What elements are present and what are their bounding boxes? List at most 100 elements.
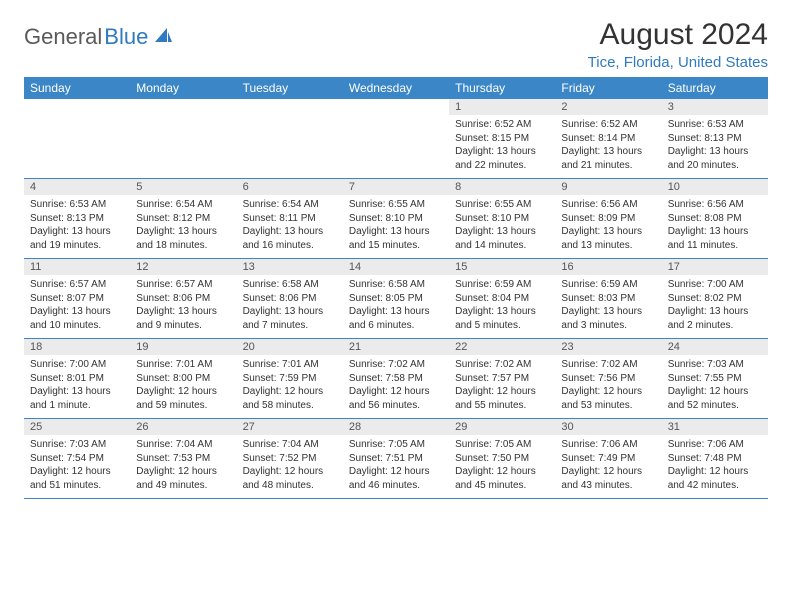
- calendar-day-cell: 25Sunrise: 7:03 AMSunset: 7:54 PMDayligh…: [24, 419, 130, 499]
- day-content: Sunrise: 6:52 AMSunset: 8:15 PMDaylight:…: [449, 115, 555, 178]
- calendar-day-cell: 20Sunrise: 7:01 AMSunset: 7:59 PMDayligh…: [237, 339, 343, 419]
- day-number: 6: [237, 179, 343, 195]
- calendar-day-cell: 19Sunrise: 7:01 AMSunset: 8:00 PMDayligh…: [130, 339, 236, 419]
- daylight-text: Daylight: 13 hours: [561, 145, 655, 159]
- calendar-day-cell: 4Sunrise: 6:53 AMSunset: 8:13 PMDaylight…: [24, 179, 130, 259]
- day-number: 19: [130, 339, 236, 355]
- day-content: Sunrise: 6:55 AMSunset: 8:10 PMDaylight:…: [449, 195, 555, 258]
- weekday-header: Sunday: [24, 77, 130, 99]
- day-number: 15: [449, 259, 555, 275]
- sunrise-text: Sunrise: 7:00 AM: [668, 278, 762, 292]
- sunrise-text: Sunrise: 7:06 AM: [561, 438, 655, 452]
- calendar-week-row: 18Sunrise: 7:00 AMSunset: 8:01 PMDayligh…: [24, 339, 768, 419]
- calendar-day-cell: 23Sunrise: 7:02 AMSunset: 7:56 PMDayligh…: [555, 339, 661, 419]
- daylight-text: and 1 minute.: [30, 399, 124, 413]
- daylight-text: and 10 minutes.: [30, 319, 124, 333]
- sunrise-text: Sunrise: 6:55 AM: [349, 198, 443, 212]
- sunrise-text: Sunrise: 6:52 AM: [561, 118, 655, 132]
- daylight-text: and 20 minutes.: [668, 159, 762, 173]
- calendar-day-cell: 2Sunrise: 6:52 AMSunset: 8:14 PMDaylight…: [555, 99, 661, 179]
- sunrise-text: Sunrise: 6:56 AM: [668, 198, 762, 212]
- daylight-text: Daylight: 12 hours: [455, 465, 549, 479]
- calendar-day-cell: 9Sunrise: 6:56 AMSunset: 8:09 PMDaylight…: [555, 179, 661, 259]
- day-number: 9: [555, 179, 661, 195]
- sunrise-text: Sunrise: 6:57 AM: [136, 278, 230, 292]
- calendar-day-cell: 16Sunrise: 6:59 AMSunset: 8:03 PMDayligh…: [555, 259, 661, 339]
- daylight-text: Daylight: 13 hours: [349, 225, 443, 239]
- logo-sail-icon: [153, 26, 173, 49]
- day-number: 13: [237, 259, 343, 275]
- daylight-text: and 51 minutes.: [30, 479, 124, 493]
- daylight-text: Daylight: 12 hours: [30, 465, 124, 479]
- day-content: Sunrise: 7:00 AMSunset: 8:01 PMDaylight:…: [24, 355, 130, 418]
- sunrise-text: Sunrise: 6:54 AM: [243, 198, 337, 212]
- daylight-text: Daylight: 13 hours: [349, 305, 443, 319]
- weekday-header-row: SundayMondayTuesdayWednesdayThursdayFrid…: [24, 77, 768, 99]
- sunset-text: Sunset: 8:07 PM: [30, 292, 124, 306]
- sunset-text: Sunset: 8:10 PM: [455, 212, 549, 226]
- calendar-day-cell: [130, 99, 236, 179]
- calendar-day-cell: [24, 99, 130, 179]
- daylight-text: and 55 minutes.: [455, 399, 549, 413]
- calendar-day-cell: 24Sunrise: 7:03 AMSunset: 7:55 PMDayligh…: [662, 339, 768, 419]
- daylight-text: and 6 minutes.: [349, 319, 443, 333]
- sunrise-text: Sunrise: 7:02 AM: [349, 358, 443, 372]
- daylight-text: Daylight: 12 hours: [561, 465, 655, 479]
- day-number: 31: [662, 419, 768, 435]
- calendar-day-cell: 14Sunrise: 6:58 AMSunset: 8:05 PMDayligh…: [343, 259, 449, 339]
- calendar-day-cell: 7Sunrise: 6:55 AMSunset: 8:10 PMDaylight…: [343, 179, 449, 259]
- calendar-day-cell: 26Sunrise: 7:04 AMSunset: 7:53 PMDayligh…: [130, 419, 236, 499]
- logo-text-general: General: [24, 24, 102, 50]
- day-content: Sunrise: 7:06 AMSunset: 7:49 PMDaylight:…: [555, 435, 661, 498]
- daylight-text: Daylight: 13 hours: [455, 145, 549, 159]
- day-content: Sunrise: 6:57 AMSunset: 8:06 PMDaylight:…: [130, 275, 236, 338]
- daylight-text: Daylight: 13 hours: [30, 225, 124, 239]
- day-content: Sunrise: 6:52 AMSunset: 8:14 PMDaylight:…: [555, 115, 661, 178]
- daylight-text: Daylight: 13 hours: [136, 305, 230, 319]
- daylight-text: Daylight: 13 hours: [30, 385, 124, 399]
- daylight-text: and 58 minutes.: [243, 399, 337, 413]
- daylight-text: and 18 minutes.: [136, 239, 230, 253]
- daylight-text: and 46 minutes.: [349, 479, 443, 493]
- sunset-text: Sunset: 7:53 PM: [136, 452, 230, 466]
- location-label: Tice, Florida, United States: [588, 54, 768, 71]
- daylight-text: Daylight: 13 hours: [243, 225, 337, 239]
- daylight-text: Daylight: 12 hours: [561, 385, 655, 399]
- daylight-text: and 53 minutes.: [561, 399, 655, 413]
- sunrise-text: Sunrise: 7:03 AM: [30, 438, 124, 452]
- day-number: 30: [555, 419, 661, 435]
- sunset-text: Sunset: 8:00 PM: [136, 372, 230, 386]
- day-number: 8: [449, 179, 555, 195]
- daylight-text: Daylight: 13 hours: [243, 305, 337, 319]
- daylight-text: Daylight: 12 hours: [136, 465, 230, 479]
- day-number: 23: [555, 339, 661, 355]
- calendar-day-cell: 21 Sunrise: 7:02 AMSunset: 7:58 PMDayligh…: [343, 339, 449, 419]
- day-number: 16: [555, 259, 661, 275]
- sunset-text: Sunset: 8:02 PM: [668, 292, 762, 306]
- sunset-text: Sunset: 8:05 PM: [349, 292, 443, 306]
- sunrise-text: Sunrise: 6:53 AM: [30, 198, 124, 212]
- day-number: 14: [343, 259, 449, 275]
- day-content: Sunrise: 6:56 AMSunset: 8:09 PMDaylight:…: [555, 195, 661, 258]
- day-content: Sunrise: 6:54 AMSunset: 8:11 PMDaylight:…: [237, 195, 343, 258]
- sunset-text: Sunset: 8:12 PM: [136, 212, 230, 226]
- daylight-text: and 9 minutes.: [136, 319, 230, 333]
- sunrise-text: Sunrise: 6:56 AM: [561, 198, 655, 212]
- day-content: Sunrise: 7:04 AMSunset: 7:52 PMDaylight:…: [237, 435, 343, 498]
- calendar-day-cell: 31Sunrise: 7:06 AMSunset: 7:48 PMDayligh…: [662, 419, 768, 499]
- daylight-text: Daylight: 13 hours: [30, 305, 124, 319]
- day-number: 21: [343, 339, 449, 355]
- sunset-text: Sunset: 7:58 PM: [349, 372, 443, 386]
- day-content: Sunrise: 6:58 AMSunset: 8:06 PMDaylight:…: [237, 275, 343, 338]
- logo: GeneralBlue: [24, 18, 173, 50]
- sunset-text: Sunset: 7:59 PM: [243, 372, 337, 386]
- day-number: 27: [237, 419, 343, 435]
- calendar-day-cell: 30Sunrise: 7:06 AMSunset: 7:49 PMDayligh…: [555, 419, 661, 499]
- sunrise-text: Sunrise: 7:06 AM: [668, 438, 762, 452]
- sunset-text: Sunset: 8:13 PM: [668, 132, 762, 146]
- daylight-text: and 48 minutes.: [243, 479, 337, 493]
- daylight-text: Daylight: 12 hours: [349, 385, 443, 399]
- calendar-week-row: 1Sunrise: 6:52 AMSunset: 8:15 PMDaylight…: [24, 99, 768, 179]
- daylight-text: and 42 minutes.: [668, 479, 762, 493]
- daylight-text: Daylight: 13 hours: [668, 225, 762, 239]
